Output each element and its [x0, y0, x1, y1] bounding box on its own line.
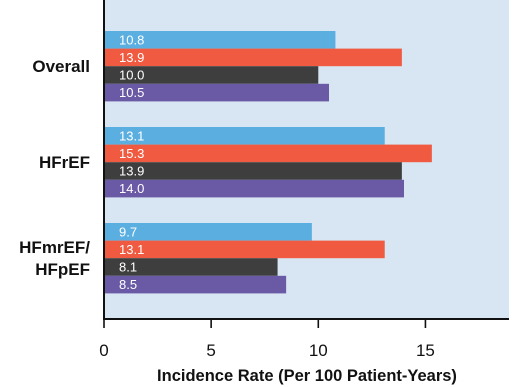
x-ticks: 0 5 10 15: [99, 319, 435, 360]
data-label-hfref-2: 15.3: [119, 146, 144, 161]
category-label-hfref: HFrEF: [39, 153, 90, 172]
data-label-overall-4: 10.5: [119, 85, 144, 100]
bar-hfref-2: [104, 144, 432, 163]
x-tick-label-0: 0: [99, 341, 108, 360]
bar-hfmref-hfpef-1: [104, 223, 312, 241]
data-label-overall-1: 10.8: [119, 32, 144, 47]
x-tick-label-15: 15: [416, 341, 435, 360]
data-label-hfref-4: 14.0: [119, 181, 144, 196]
data-label-hfref-1: 13.1: [119, 128, 144, 143]
data-label-overall-2: 13.9: [119, 50, 144, 65]
data-label-hfmref-hfpef-3: 8.1: [119, 260, 137, 275]
bar-overall-2: [104, 48, 402, 67]
bar-hfref-3: [104, 162, 402, 180]
bar-hfmref-hfpef-3: [104, 258, 278, 276]
bar-hfmref-hfpef-2: [104, 240, 385, 259]
data-label-hfmref-hfpef-4: 8.5: [119, 277, 137, 292]
bar-hfref-4: [104, 179, 404, 198]
bars-group: 10.8 13.9 10.0 10.5 13.1 15.3 13.9 14.0 9.7 13.1 8…: [104, 31, 432, 294]
x-tick-label-5: 5: [206, 341, 215, 360]
data-label-hfref-3: 13.9: [119, 164, 144, 179]
bar-hfmref-hfpef-4: [104, 275, 287, 294]
bar-overall-1: [104, 31, 336, 49]
data-label-hfmref-hfpef-2: 13.1: [119, 242, 144, 257]
data-label-hfmref-hfpef-1: 9.7: [119, 224, 137, 239]
data-label-overall-3: 10.0: [119, 68, 144, 83]
bar-hfref-1: [104, 127, 385, 145]
bar-overall-4: [104, 83, 329, 102]
bar-overall-3: [104, 66, 319, 84]
x-tick-label-10: 10: [309, 341, 328, 360]
category-label-overall: Overall: [32, 57, 90, 76]
category-labels: Overall HFrEF HFmrEF/HFpEF: [19, 57, 90, 279]
category-label-hfmref-hfpef: HFmrEF/HFpEF: [19, 238, 90, 279]
x-axis-title: Incidence Rate (Per 100 Patient-Years): [157, 367, 457, 385]
